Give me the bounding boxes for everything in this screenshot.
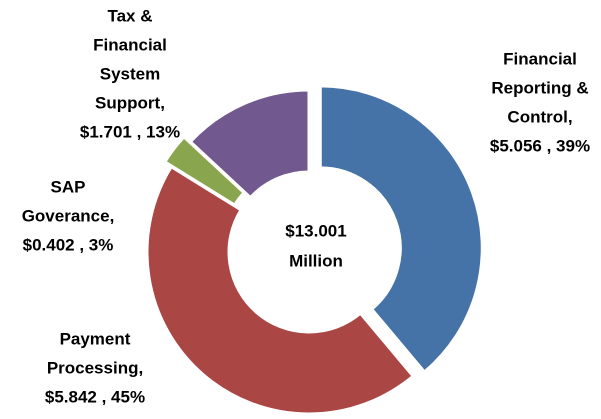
donut-segment xyxy=(318,84,484,375)
slice-label: System xyxy=(100,64,160,83)
donut-segment xyxy=(188,88,311,200)
value-label: $5.056 , 39% xyxy=(490,136,590,155)
slice-label: Reporting & xyxy=(491,78,588,97)
slice-label: Financial xyxy=(93,35,167,54)
slice-label: Processing, xyxy=(47,358,143,377)
slice-label: Tax & xyxy=(107,6,152,25)
slice-label: Goverance, xyxy=(22,206,115,225)
slice-label: SAP xyxy=(51,177,86,196)
slice-label: Financial xyxy=(503,49,577,68)
slice-label: Payment xyxy=(60,329,131,348)
slice-label: Support, xyxy=(95,93,165,112)
slice-label: Control, xyxy=(507,107,572,126)
value-label: $5.842 , 45% xyxy=(45,387,145,406)
value-label: $0.402 , 3% xyxy=(23,235,114,254)
center-text: Million xyxy=(289,251,343,270)
value-label: $1.701 , 13% xyxy=(80,122,180,141)
donut-segment xyxy=(145,164,416,416)
center-text: $13.001 xyxy=(285,221,346,240)
